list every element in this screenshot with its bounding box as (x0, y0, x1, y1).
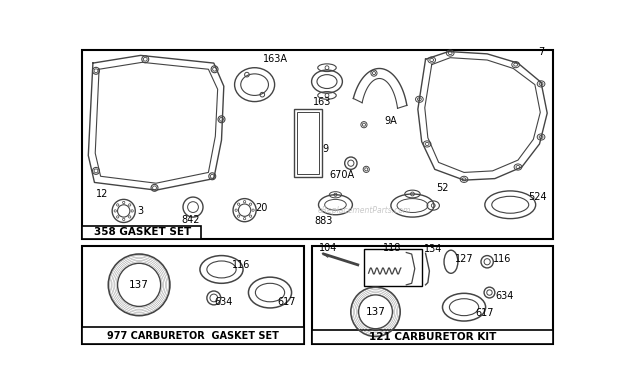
Bar (82, 246, 304, 344)
Text: 617: 617 (476, 308, 494, 318)
Text: 3: 3 (137, 206, 143, 216)
Text: 118: 118 (383, 243, 402, 253)
Text: 137: 137 (366, 307, 386, 317)
Text: 52: 52 (436, 183, 449, 193)
Text: 116: 116 (493, 254, 511, 264)
Text: 134: 134 (424, 244, 443, 255)
Bar (82, 327, 304, 344)
Text: 137: 137 (129, 280, 149, 290)
Bar (294, 109, 322, 177)
Text: 842: 842 (182, 215, 200, 225)
Text: 163A: 163A (263, 54, 288, 64)
Bar (82, 50, 554, 239)
Text: 163: 163 (313, 97, 332, 107)
Text: 104: 104 (319, 243, 337, 253)
Bar (297, 112, 319, 174)
Bar (312, 246, 554, 344)
Bar (364, 249, 422, 286)
Text: 121 CARBURETOR KIT: 121 CARBURETOR KIT (369, 332, 496, 342)
Text: 116: 116 (231, 260, 250, 270)
Text: 617: 617 (277, 297, 295, 307)
Text: 883: 883 (315, 216, 333, 226)
Text: 977 CARBURETOR  GASKET SET: 977 CARBURETOR GASKET SET (107, 331, 279, 341)
Text: 524: 524 (528, 192, 546, 202)
Text: 9: 9 (322, 144, 329, 154)
Text: 7: 7 (538, 47, 544, 57)
Text: 20: 20 (255, 203, 268, 213)
Text: eReplacementParts.com: eReplacementParts.com (317, 206, 410, 215)
Text: 670A: 670A (330, 170, 355, 180)
Text: 127: 127 (454, 255, 473, 264)
Bar (312, 330, 554, 344)
Bar (82, 226, 202, 239)
Text: 634: 634 (215, 297, 233, 307)
Text: 9A: 9A (384, 116, 397, 126)
Text: 358 GASKET SET: 358 GASKET SET (94, 228, 191, 237)
Text: 634: 634 (495, 291, 513, 301)
Text: 12: 12 (96, 189, 108, 199)
